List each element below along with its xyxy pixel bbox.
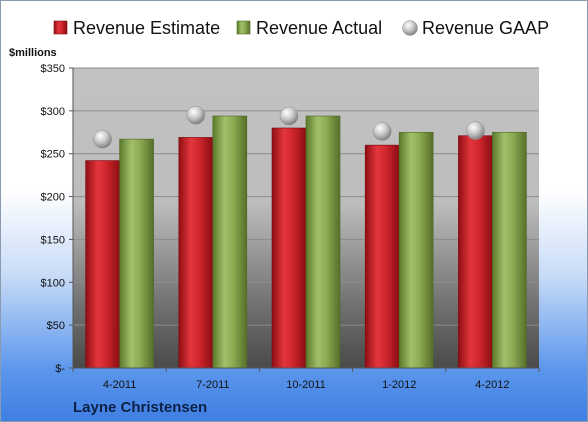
- y-tick-label: $50: [47, 320, 65, 332]
- bar-revenue-estimate: [178, 137, 214, 369]
- y-axis-unit-label: $millions: [9, 47, 57, 59]
- legend-swatch: [402, 20, 418, 36]
- x-tick-label: 1-2012: [382, 379, 416, 391]
- x-axis: 4-2011 7-2011 10-2011 1-2012 4-2012: [72, 367, 540, 391]
- y-tick-label: $100: [41, 277, 65, 289]
- bar-revenue-estimate: [364, 144, 400, 369]
- bar-revenue-actual: [305, 115, 341, 369]
- legend: Revenue Estimate Revenue Actual Revenue GA…: [53, 18, 549, 38]
- gaap-markers-group: [93, 105, 485, 149]
- bar-revenue-actual: [398, 131, 434, 369]
- y-tick-label: $-: [55, 363, 65, 375]
- marker-revenue-gaap: [466, 121, 485, 140]
- company-name: Layne Christensen: [73, 399, 208, 416]
- legend-swatch: [236, 20, 251, 35]
- marker-revenue-gaap: [186, 105, 206, 125]
- legend-label: Revenue GAAP: [422, 18, 549, 38]
- bar-revenue-estimate: [85, 160, 120, 369]
- y-tick-label: $350: [41, 63, 65, 75]
- marker-revenue-gaap: [93, 129, 112, 149]
- x-tick-label: 10-2011: [286, 379, 326, 391]
- legend-swatch: [53, 20, 68, 35]
- bar-revenue-estimate: [458, 135, 493, 369]
- marker-revenue-gaap: [279, 106, 299, 126]
- y-tick-label: $300: [41, 106, 65, 118]
- marker-revenue-gaap: [372, 122, 392, 141]
- bar-revenue-actual: [212, 115, 248, 369]
- legend-label: Revenue Actual: [256, 18, 382, 38]
- legend-label: Revenue Estimate: [73, 18, 220, 38]
- bar-revenue-estimate: [271, 127, 307, 369]
- bars-group: [85, 115, 527, 369]
- y-tick-label: $250: [41, 149, 65, 161]
- x-tick-label: 7-2011: [196, 379, 229, 391]
- x-tick-label: 4-2011: [103, 379, 136, 391]
- y-tick-label: $200: [41, 192, 65, 204]
- y-tick-label: $150: [41, 234, 65, 246]
- bar-revenue-actual: [492, 131, 527, 369]
- bar-revenue-actual: [119, 138, 154, 369]
- x-tick-label: 4-2012: [475, 379, 509, 391]
- y-axis: $- $50 $100 $150 $200 $250 $300 $350: [41, 63, 74, 375]
